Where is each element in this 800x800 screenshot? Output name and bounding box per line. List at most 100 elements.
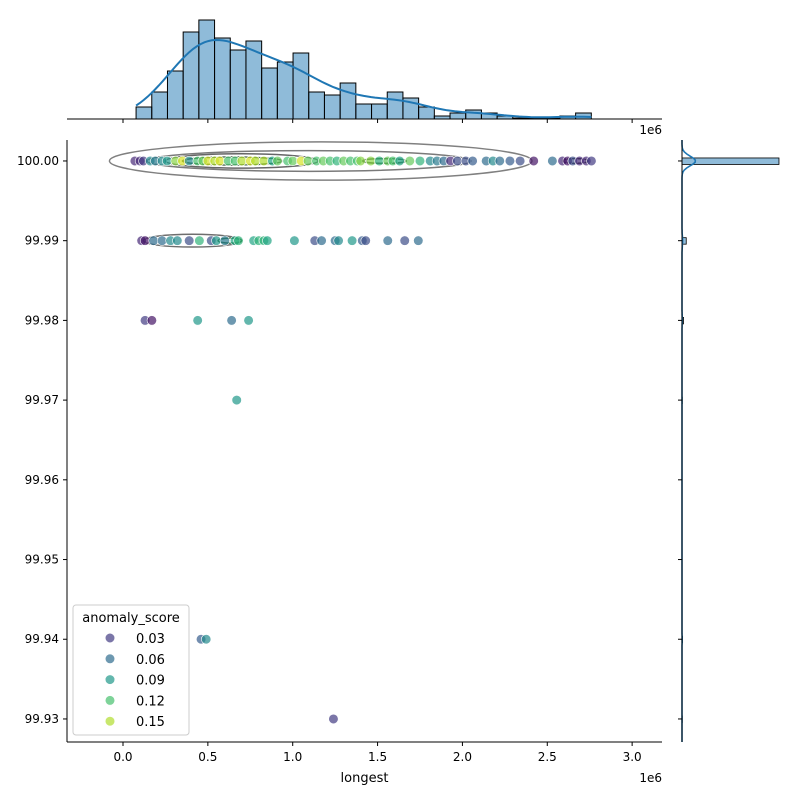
scatter-point [148,235,159,246]
legend-marker [104,674,116,685]
scatter-point [250,155,261,167]
legend-marker [104,695,116,706]
histogram-bar [198,19,216,120]
scatter-point [494,155,505,167]
scatter-point [287,155,298,167]
y-tick-label: 99.94 [25,632,59,646]
scatter-point [184,155,195,167]
histogram-bar [182,31,200,120]
scatter-point [192,315,203,326]
scatter-point [156,235,168,246]
right-marginal-histogram [678,140,780,742]
scatter-point [302,155,314,167]
histogram-bar [166,70,184,120]
scatter-point [504,155,516,167]
scatter-point [146,315,157,326]
scatter-point [528,155,539,167]
histogram-bar [681,157,780,165]
scatter-point [194,235,205,246]
histogram-bar [151,91,168,120]
scatter-point [365,155,376,167]
top-kde-curve [135,38,592,119]
scatter-point [162,155,173,167]
scatter-point [262,235,273,246]
legend-label: 0.03 [136,632,165,647]
scatter-point [586,155,597,167]
histogram-bar [339,82,357,120]
main-scatter-axes: 0.0 0.5 1.0 1.5 2.0 2.5 3.0 100.00 99.99 99.98 99.… [17,140,662,786]
histogram-bar [229,49,247,120]
y-tick-label: 99.95 [25,553,59,567]
histogram-bar [135,106,153,120]
legend: anomaly_score 0.03 0.06 0.09 0.12 0.15 [72,604,190,736]
scatter-point [211,235,222,246]
scatter-point [360,235,371,246]
histogram-bar [323,94,341,120]
legend-marker [104,632,116,644]
histogram-bar [418,106,435,120]
scatter-point [272,155,283,167]
scatter-point [399,235,410,246]
histogram-bar [261,67,278,120]
x-tick-label: 2.5 [538,750,557,764]
histogram-bar [276,61,294,120]
scatter-point [333,235,344,246]
scatter-point [201,634,212,645]
scatter-point [289,235,300,246]
legend-title: anomaly_score [82,611,180,626]
legend-label: 0.15 [136,715,165,730]
histogram-bar [355,103,373,120]
x-offset-label: 1e6 [639,771,662,785]
scatter-point [413,235,424,246]
scatter-point [139,235,151,246]
scatter-point [467,155,478,167]
top-marginal-histogram: 1e6 [67,19,662,137]
histogram-bar [449,112,467,120]
scatter-point [231,395,242,406]
scatter-point [404,155,415,167]
x-axis-label: longest [341,771,389,786]
scatter-point [374,155,385,167]
legend-box [72,604,190,736]
scatter-point [355,155,366,167]
scatter-point [414,155,426,167]
x-tick-label: 3.0 [623,750,642,764]
scatter-point [233,235,244,246]
scatter-point [347,235,358,246]
scatter-point [452,155,463,167]
histogram-bar [292,52,310,120]
y-tick-label: 99.93 [25,712,59,726]
x-tick-label: 0.5 [198,750,217,764]
scatter-point [226,315,237,326]
scatter-point [515,155,526,167]
legend-label: 0.06 [136,653,165,668]
legend-marker [104,716,116,727]
y-tick-label: 99.96 [25,473,59,487]
histogram-bar [308,91,325,120]
scatter-point [236,155,247,167]
histogram-bar [465,109,482,120]
scatter-point [258,155,269,167]
scatter-point [547,155,558,167]
scatter-point [243,315,254,326]
y-tick-label: 99.97 [25,393,59,407]
legend-marker [104,653,116,664]
scatter-point [172,235,183,246]
histogram-bar [371,103,388,120]
legend-label: 0.09 [136,674,165,689]
right-kde-curve [681,140,697,742]
x-tick-label: 1.0 [283,750,302,764]
x-tick-label: 0.0 [113,750,132,764]
scatter-point [382,235,393,246]
legend-label: 0.12 [136,694,165,709]
scatter-point [328,713,339,725]
scatter-point [219,235,230,246]
top-x-offset-label: 1e6 [639,123,662,137]
histogram-bar [386,91,404,120]
scatter-point [394,155,405,167]
x-tick-label: 2.0 [453,750,472,764]
histogram-bar [214,37,231,120]
y-tick-label: 99.99 [25,234,59,248]
scatter-point [316,235,327,246]
scatter-point [214,155,225,167]
